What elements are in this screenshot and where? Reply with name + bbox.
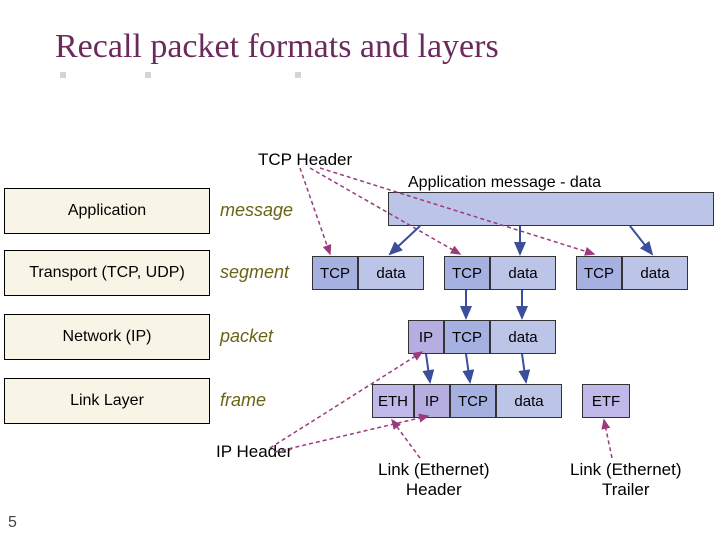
layer-name-application: Application	[68, 202, 146, 220]
layer-name-network: Network (IP)	[63, 328, 152, 346]
label-link-trailer: Link (Ethernet) Trailer	[570, 460, 682, 500]
decor-dot	[295, 72, 301, 78]
layer-box-link: Link Layer	[4, 378, 210, 424]
tcp-label: TCP	[320, 265, 350, 282]
segment-1-data: data	[358, 256, 424, 290]
data-label: data	[508, 265, 537, 282]
tcp-label: TCP	[458, 393, 488, 410]
layer-name-transport: Transport (TCP, UDP)	[29, 264, 185, 282]
segment-3-tcp: TCP	[576, 256, 622, 290]
slide-number: 5	[8, 514, 17, 532]
packet-tcp: TCP	[444, 320, 490, 354]
layer-box-application: Application	[4, 188, 210, 234]
packet-data: data	[490, 320, 556, 354]
tcp-label: TCP	[584, 265, 614, 282]
frame-ip: IP	[414, 384, 450, 418]
decor-dot	[60, 72, 66, 78]
data-label: data	[376, 265, 405, 282]
label-ip-header: IP Header	[216, 442, 292, 462]
layer-box-transport: Transport (TCP, UDP)	[4, 250, 210, 296]
tcp-label: TCP	[452, 329, 482, 346]
layer-term-segment: segment	[220, 262, 289, 283]
tcp-label: TCP	[452, 265, 482, 282]
label-link-header: Link (Ethernet) Header	[378, 460, 490, 500]
segment-2-data: data	[490, 256, 556, 290]
frame-data: data	[496, 384, 562, 418]
label-tcp-header: TCP Header	[258, 150, 352, 170]
label-app-message: Application message - data	[408, 174, 601, 192]
frame-tcp: TCP	[450, 384, 496, 418]
segment-1-tcp: TCP	[312, 256, 358, 290]
etf-label: ETF	[592, 393, 620, 410]
app-message-data: data	[388, 192, 714, 226]
data-label: data	[508, 329, 537, 346]
layer-term-frame: frame	[220, 390, 266, 411]
decor-dot	[145, 72, 151, 78]
frame-etf: ETF	[582, 384, 630, 418]
data-label: data	[514, 393, 543, 410]
layer-name-link: Link Layer	[70, 392, 144, 410]
segment-3-data: data	[622, 256, 688, 290]
layer-term-message: message	[220, 200, 293, 221]
layer-box-network: Network (IP)	[4, 314, 210, 360]
packet-ip: IP	[408, 320, 444, 354]
data-label: data	[640, 265, 669, 282]
layer-term-packet: packet	[220, 326, 273, 347]
ip-label: IP	[425, 393, 439, 410]
frame-eth: ETH	[372, 384, 414, 418]
ip-label: IP	[419, 329, 433, 346]
slide-title: Recall packet formats and layers	[55, 28, 499, 66]
eth-label: ETH	[378, 393, 408, 410]
segment-2-tcp: TCP	[444, 256, 490, 290]
